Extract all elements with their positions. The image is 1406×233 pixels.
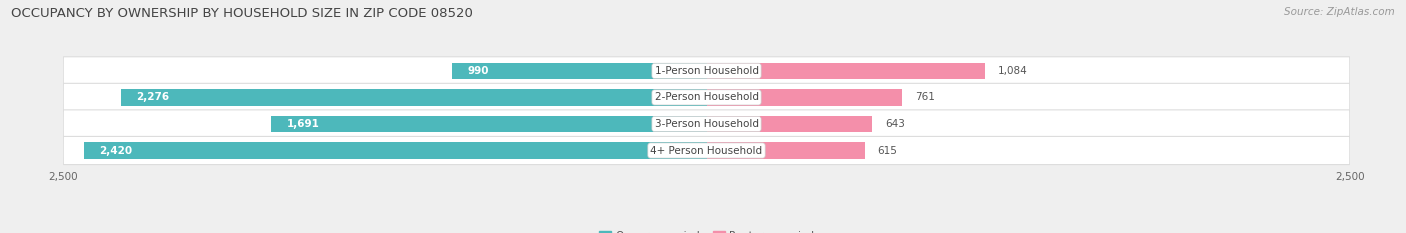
Text: Source: ZipAtlas.com: Source: ZipAtlas.com bbox=[1284, 7, 1395, 17]
Bar bbox=[271, 116, 707, 132]
Legend: Owner-occupied, Renter-occupied: Owner-occupied, Renter-occupied bbox=[595, 226, 818, 233]
Text: 4+ Person Household: 4+ Person Household bbox=[651, 145, 762, 155]
Text: 1-Person Household: 1-Person Household bbox=[655, 66, 758, 76]
Text: 2,420: 2,420 bbox=[100, 145, 132, 155]
Text: 761: 761 bbox=[915, 93, 935, 102]
Bar bbox=[707, 63, 986, 79]
FancyBboxPatch shape bbox=[63, 137, 1350, 164]
Bar bbox=[121, 89, 707, 106]
Text: 2,276: 2,276 bbox=[136, 93, 170, 102]
Text: 643: 643 bbox=[884, 119, 904, 129]
Bar bbox=[707, 142, 865, 159]
Text: 615: 615 bbox=[877, 145, 897, 155]
Bar bbox=[707, 116, 872, 132]
FancyBboxPatch shape bbox=[63, 83, 1350, 111]
Text: 1,084: 1,084 bbox=[998, 66, 1028, 76]
FancyBboxPatch shape bbox=[63, 57, 1350, 85]
Text: 990: 990 bbox=[467, 66, 489, 76]
Text: 3-Person Household: 3-Person Household bbox=[655, 119, 758, 129]
Bar bbox=[707, 89, 903, 106]
Bar bbox=[84, 142, 707, 159]
Text: 1,691: 1,691 bbox=[287, 119, 319, 129]
Text: OCCUPANCY BY OWNERSHIP BY HOUSEHOLD SIZE IN ZIP CODE 08520: OCCUPANCY BY OWNERSHIP BY HOUSEHOLD SIZE… bbox=[11, 7, 474, 20]
FancyBboxPatch shape bbox=[63, 110, 1350, 138]
Bar bbox=[451, 63, 707, 79]
Text: 2-Person Household: 2-Person Household bbox=[655, 93, 758, 102]
